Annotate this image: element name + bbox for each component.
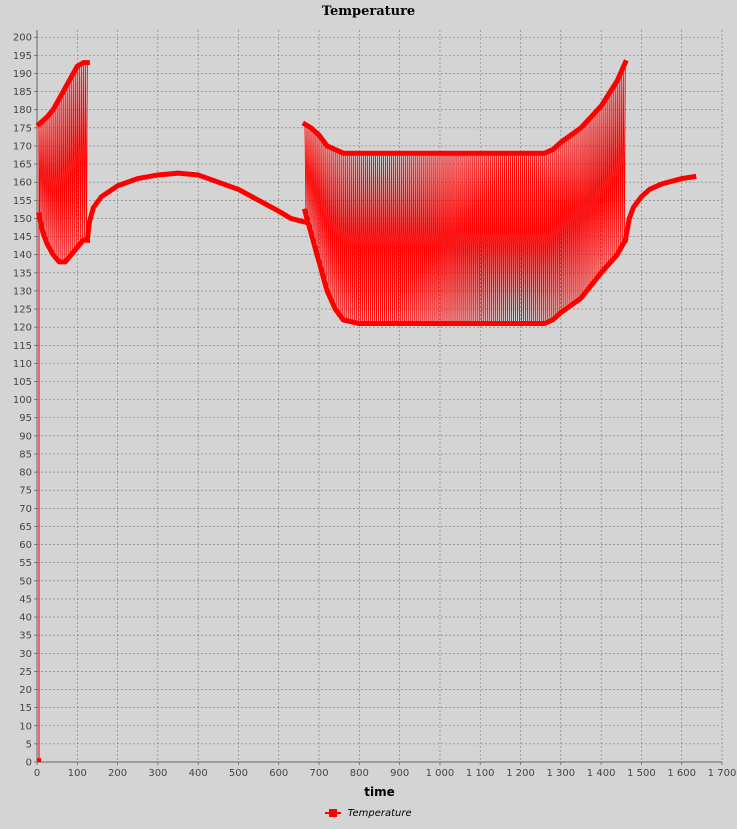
y-tick-label: 75: [19, 486, 32, 497]
y-tick-label: 125: [13, 305, 32, 316]
y-tick-label: 20: [19, 685, 32, 696]
y-tick-label: 65: [19, 522, 32, 533]
x-tick-label: 1 300: [547, 768, 576, 779]
band-upper-envelope-1: [301, 59, 629, 156]
legend: Temperature: [0, 808, 737, 819]
y-tick-label: 85: [19, 449, 32, 460]
start-point-marker: [37, 758, 42, 763]
x-tick-label: 400: [189, 768, 208, 779]
legend-label: Temperature: [347, 808, 412, 819]
y-tick-label: 60: [19, 540, 32, 551]
y-tick-label: 185: [13, 87, 32, 98]
y-tick-label: 190: [13, 69, 32, 80]
y-tick-label: 90: [19, 431, 32, 442]
y-tick-label: 120: [13, 323, 32, 334]
x-tick-label: 1 200: [506, 768, 535, 779]
y-tick-label: 0: [26, 758, 32, 769]
x-tick-label: 0: [34, 768, 40, 779]
y-tick-label: 130: [13, 286, 32, 297]
x-tick-label: 600: [269, 768, 288, 779]
y-tick-label: 195: [13, 51, 32, 62]
temperature-series: [35, 59, 697, 763]
y-tick-label: 200: [13, 33, 32, 44]
y-tick-label: 135: [13, 268, 32, 279]
y-tick-label: 15: [19, 703, 32, 714]
y-tick-label: 170: [13, 141, 32, 152]
legend-swatch-icon: [325, 808, 342, 818]
curve-segment-1: [622, 173, 697, 244]
y-tick-label: 105: [13, 377, 32, 388]
x-tick-label: 100: [68, 768, 87, 779]
y-tick-label: 100: [13, 395, 32, 406]
y-tick-label: 40: [19, 613, 32, 624]
y-tick-label: 10: [19, 721, 32, 732]
y-tick-label: 160: [13, 178, 32, 189]
band-upper-envelope-0: [35, 60, 90, 128]
x-tick-label: 1 700: [708, 768, 737, 779]
band-lower-envelope-1: [301, 208, 629, 327]
x-tick-label: 700: [310, 768, 329, 779]
x-tick-label: 1 500: [627, 768, 656, 779]
curve-segment-0: [84, 170, 309, 243]
y-tick-label: 80: [19, 468, 32, 479]
x-tick-label: 300: [148, 768, 167, 779]
y-tick-label: 110: [13, 359, 32, 370]
y-tick-label: 145: [13, 232, 32, 243]
y-tick-label: 175: [13, 123, 32, 134]
x-tick-label: 900: [390, 768, 409, 779]
y-tick-label: 95: [19, 413, 32, 424]
x-tick-label: 1 600: [667, 768, 696, 779]
y-tick-label: 150: [13, 214, 32, 225]
y-tick-label: 5: [26, 739, 32, 750]
y-tick-label: 155: [13, 196, 32, 207]
y-tick-label: 35: [19, 631, 32, 642]
y-tick-label: 180: [13, 105, 32, 116]
x-tick-label: 1 400: [587, 768, 616, 779]
y-tick-label: 115: [13, 341, 32, 352]
y-tick-label: 55: [19, 558, 32, 569]
x-axis-label: time: [364, 785, 395, 799]
x-tick-label: 500: [229, 768, 248, 779]
x-tick-label: 800: [350, 768, 369, 779]
axes: 0 5 10 15 20 25 30 35 40 45 50 55 60 65 70 75 80 85 90 95 10…: [13, 30, 736, 779]
y-tick-label: 45: [19, 594, 32, 605]
y-tick-label: 140: [13, 250, 32, 261]
x-tick-label: 1 000: [426, 768, 455, 779]
x-tick-label: 200: [108, 768, 127, 779]
band-lower-envelope-0: [36, 211, 90, 265]
x-tick-label: 1 100: [466, 768, 495, 779]
chart-title: Temperature: [321, 4, 416, 19]
y-tick-label: 25: [19, 667, 32, 678]
y-tick-label: 165: [13, 160, 32, 171]
y-tick-label: 70: [19, 504, 32, 515]
y-tick-label: 50: [19, 576, 32, 587]
y-tick-label: 30: [19, 649, 32, 660]
